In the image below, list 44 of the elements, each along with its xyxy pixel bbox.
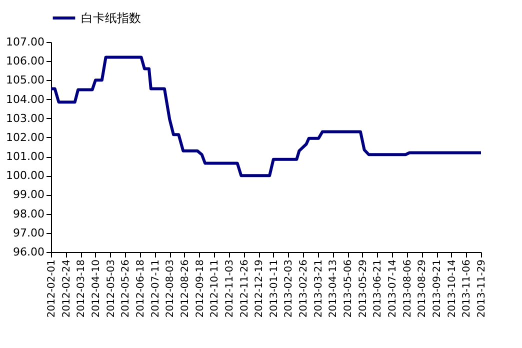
y-tick-label: 103.00 <box>6 112 44 125</box>
x-tick-label: 2012-08-26 <box>180 260 191 318</box>
x-tick-label: 2013-02-03 <box>284 260 295 318</box>
x-tick-label: 2012-02-24 <box>61 260 72 318</box>
x-tick-label: 2012-11-03 <box>224 260 236 318</box>
x-tick-label: 2012-02-01 <box>46 260 58 318</box>
x-tick-label: 2012-06-18 <box>135 260 146 318</box>
y-tick-label: 105.00 <box>6 74 44 87</box>
y-tick-label: 97.00 <box>13 226 44 240</box>
x-tick-label: 2013-07-14 <box>388 260 399 318</box>
x-tick-label: 2012-08-03 <box>165 260 176 318</box>
y-tick-label: 106.00 <box>6 54 44 68</box>
y-tick-label: 100.00 <box>6 169 44 182</box>
y-tick-label: 96.00 <box>13 246 44 258</box>
y-tick-label: 99.00 <box>13 188 44 202</box>
line-series <box>50 56 482 178</box>
x-tick-label: 2012-03-18 <box>76 260 88 318</box>
x-tick-label: 2012-10-11 <box>210 260 221 318</box>
x-tick-label: 2013-09-21 <box>432 260 444 318</box>
x-tick-label: 2012-05-03 <box>106 260 117 318</box>
y-tick-label: 107.00 <box>6 36 44 48</box>
x-tick-label: 2012-07-11 <box>150 260 162 318</box>
x-tick-label: 2012-11-26 <box>239 260 250 318</box>
x-tick-label: 2012-12-19 <box>254 260 266 318</box>
x-tick-label: 2013-04-13 <box>328 260 340 318</box>
x-tick-label: 2013-08-29 <box>417 260 428 318</box>
y-tick-label: 104.00 <box>6 92 44 106</box>
x-tick-label: 2013-03-21 <box>313 260 324 318</box>
y-tick-label: 101.00 <box>6 150 44 164</box>
x-tick-label: 2013-01-11 <box>268 260 280 318</box>
y-tick-label: 98.00 <box>13 207 44 220</box>
x-tick-label: 2013-02-26 <box>298 260 310 318</box>
x-tick-label: 2013-08-06 <box>402 260 414 318</box>
x-tick-label: 2013-05-06 <box>343 260 354 318</box>
x-tick-label: 2012-04-10 <box>90 260 102 318</box>
y-tick-label: 102.00 <box>6 130 44 144</box>
x-tick-label: 2013-11-29 <box>476 260 488 318</box>
x-tick-label: 2013-10-14 <box>446 260 458 318</box>
x-tick-label: 2013-05-29 <box>358 260 369 318</box>
x-tick-label: 2012-05-26 <box>120 260 132 318</box>
x-tick-label: 2013-06-21 <box>372 260 384 318</box>
legend-label: 白卡纸指数 <box>81 11 141 25</box>
x-tick-label: 2012-09-18 <box>194 260 206 318</box>
x-tick-label: 2013-11-06 <box>462 260 473 318</box>
